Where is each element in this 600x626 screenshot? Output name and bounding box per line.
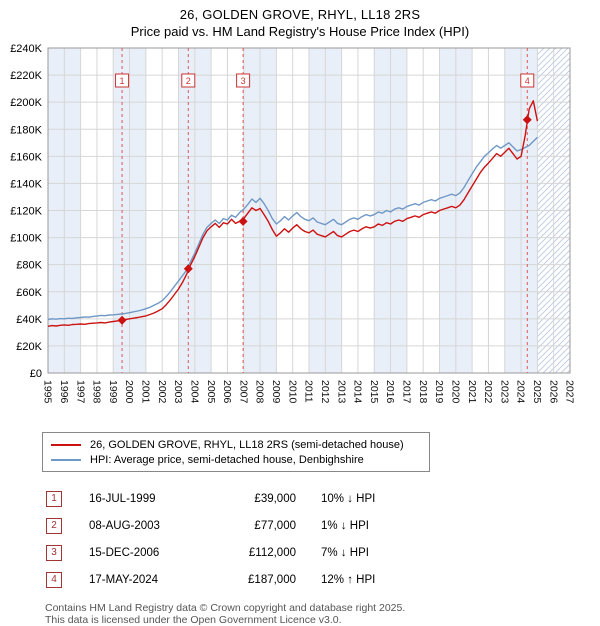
legend-label-price: 26, GOLDEN GROVE, RHYL, LL18 2RS (semi-d… [90, 438, 404, 451]
sale-label-number: 2 [186, 76, 191, 86]
transaction-date: 15-DEC-2006 [89, 546, 160, 559]
transaction-date: 17-MAY-2024 [89, 573, 159, 586]
hpi-line [47, 136, 538, 321]
transaction-row: 4 17-MAY-2024 £187,000 12% ↑ HPI [0, 566, 600, 593]
y-tick-label: £220K [10, 70, 42, 82]
x-tick-label: 2002 [156, 380, 168, 404]
x-tick-label: 2027 [564, 380, 576, 404]
x-tick-label: 2017 [401, 380, 413, 404]
transaction-price: £187,000 [248, 573, 296, 586]
y-tick-label: £160K [10, 151, 42, 163]
transaction-hpi-delta: 7% ↓ HPI [321, 546, 369, 559]
transaction-row: 2 08-AUG-2003 £77,000 1% ↓ HPI [0, 512, 600, 539]
x-tick-label: 2022 [482, 380, 494, 404]
transaction-number-badge: 2 [46, 517, 62, 534]
transaction-number-badge: 4 [46, 571, 62, 588]
sale-marker [117, 315, 127, 325]
x-tick-label: 2024 [515, 380, 527, 404]
sale-label-number: 4 [525, 76, 530, 86]
sale-label-box [520, 73, 535, 88]
x-tick-label: 2003 [172, 380, 184, 404]
x-tick-label: 2010 [286, 380, 298, 404]
x-tick-label: 2025 [531, 380, 543, 404]
sale-label-box [115, 73, 130, 88]
transaction-date: 08-AUG-2003 [89, 519, 160, 532]
y-tick-label: £80K [16, 260, 42, 272]
transaction-hpi-delta: 12% ↑ HPI [321, 573, 376, 586]
page-title: 26, GOLDEN GROVE, RHYL, LL18 2RS [179, 7, 421, 22]
y-tick-label: £240K [10, 43, 42, 55]
x-tick-label: 2018 [417, 380, 429, 404]
y-tick-label: £0 [30, 368, 42, 380]
x-tick-label: 2021 [466, 380, 478, 404]
x-tick-label: 2011 [303, 380, 315, 403]
x-tick-label: 2012 [319, 380, 331, 404]
transaction-row: 1 16-JUL-1999 £39,000 10% ↓ HPI [0, 485, 600, 512]
legend-item-price: 26, GOLDEN GROVE, RHYL, LL18 2RS (semi-d… [51, 437, 421, 452]
x-tick-label: 2008 [254, 380, 266, 404]
x-tick-label: 2013 [335, 380, 347, 404]
x-tick-label: 1998 [91, 380, 103, 404]
transaction-price: £77,000 [254, 519, 296, 532]
x-tick-label: 2005 [205, 380, 217, 404]
x-tick-label: 2006 [221, 380, 233, 404]
sale-label-number: 1 [120, 76, 125, 86]
transactions-table: 1 16-JUL-1999 £39,000 10% ↓ HPI 2 08-AUG… [0, 485, 600, 593]
transaction-row: 3 15-DEC-2006 £112,000 7% ↓ HPI [0, 539, 600, 566]
x-tick-label: 1999 [107, 380, 119, 404]
sale-label-box [236, 73, 251, 88]
price-line-swatch [51, 443, 81, 446]
x-tick-label: 2014 [352, 380, 364, 404]
x-tick-label: 1995 [42, 380, 54, 404]
y-tick-label: £180K [10, 124, 42, 136]
sale-marker [522, 115, 532, 125]
x-tick-label: 2007 [237, 380, 249, 404]
x-tick-label: 2004 [188, 380, 200, 404]
transaction-number-badge: 1 [46, 490, 62, 507]
hpi-line-swatch [51, 458, 81, 461]
y-tick-label: £200K [10, 97, 42, 109]
x-tick-label: 2026 [547, 380, 559, 404]
y-tick-label: £140K [10, 178, 42, 190]
x-tick-label: 1996 [58, 380, 70, 404]
x-tick-label: 2001 [140, 380, 152, 404]
y-tick-label: £40K [16, 314, 42, 326]
footer-copyright: Contains HM Land Registry data © Crown c… [45, 602, 406, 614]
x-tick-label: 2019 [433, 380, 445, 404]
x-tick-label: 2009 [270, 380, 282, 404]
transaction-hpi-delta: 10% ↓ HPI [321, 492, 376, 505]
x-tick-label: 2023 [498, 380, 510, 404]
sale-label-box [181, 73, 196, 88]
legend-label-hpi: HPI: Average price, semi-detached house,… [90, 453, 364, 466]
transaction-date: 16-JUL-1999 [89, 492, 156, 505]
transaction-price: £112,000 [248, 546, 296, 559]
page-subtitle: Price paid vs. HM Land Registry's House … [130, 24, 470, 39]
x-tick-label: 1997 [74, 380, 86, 404]
y-tick-label: £120K [10, 206, 42, 218]
x-tick-label: 2000 [123, 380, 135, 404]
transaction-hpi-delta: 1% ↓ HPI [321, 519, 369, 532]
footer-licence: This data is licensed under the Open Gov… [45, 614, 342, 626]
legend-item-hpi: HPI: Average price, semi-detached house,… [51, 452, 421, 467]
price-history-chart: 1 2 3 4 £0 £20K £40K £60K £80K £100K £120K £140K £16… [10, 43, 576, 404]
x-tick-label: 2015 [368, 380, 380, 404]
footer: Contains HM Land Registry data © Crown c… [45, 602, 600, 626]
transaction-price: £39,000 [254, 492, 296, 505]
sale-marker [183, 264, 193, 274]
y-tick-label: £60K [16, 287, 42, 299]
sale-label-number: 3 [241, 76, 246, 86]
y-tick-label: £100K [10, 233, 42, 245]
transaction-number-badge: 3 [46, 544, 62, 561]
plot-border [47, 47, 571, 374]
sale-marker [238, 216, 248, 226]
legend: 26, GOLDEN GROVE, RHYL, LL18 2RS (semi-d… [42, 432, 430, 472]
x-tick-label: 2016 [384, 380, 396, 404]
price-paid-line [47, 100, 539, 327]
x-tick-label: 2020 [449, 380, 461, 404]
y-tick-label: £20K [16, 341, 42, 353]
